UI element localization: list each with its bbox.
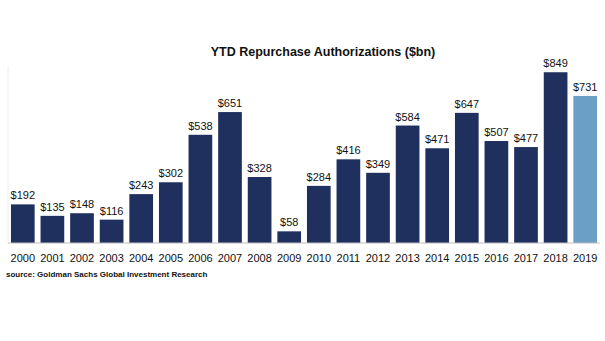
- bar: [70, 213, 94, 243]
- x-tick-label: 2019: [573, 252, 597, 264]
- x-tick-label: 2013: [395, 252, 419, 264]
- x-tick-label: 2014: [425, 252, 449, 264]
- bar: [277, 231, 301, 243]
- data-label: $416: [336, 144, 360, 156]
- data-label: $192: [11, 189, 35, 201]
- data-label: $116: [100, 205, 124, 217]
- data-label: $731: [573, 81, 597, 93]
- chart-container: YTD Repurchase Authorizations ($bn) $192 $…: [0, 0, 605, 341]
- x-tick-label: 2011: [337, 252, 361, 264]
- x-tick-label: 2003: [99, 252, 123, 264]
- bar: [218, 112, 242, 243]
- data-label: $243: [129, 179, 153, 191]
- bar: [11, 204, 35, 243]
- data-label: $507: [484, 126, 508, 138]
- data-label: $148: [70, 198, 94, 210]
- x-tick-label: 2017: [514, 252, 538, 264]
- title: YTD Repurchase Authorizations ($bn): [211, 45, 436, 59]
- bar: [396, 126, 420, 243]
- x-tick-label: 2001: [40, 252, 64, 264]
- data-label: $349: [366, 158, 390, 170]
- bar: [100, 220, 124, 243]
- data-label: $538: [188, 120, 212, 132]
- data-label: $135: [40, 201, 64, 213]
- data-label: $477: [514, 132, 538, 144]
- data-label: $284: [307, 171, 331, 183]
- bar: [129, 194, 153, 243]
- x-tick-label: 2000: [11, 252, 35, 264]
- data-label: $471: [425, 133, 449, 145]
- data-label: $647: [455, 98, 479, 110]
- bar: [425, 148, 449, 243]
- x-tick-label: 2004: [129, 252, 153, 264]
- y-axis-line: [8, 66, 9, 243]
- bar: [455, 113, 479, 243]
- x-tick-label: 2010: [307, 252, 331, 264]
- x-tick-label: 2002: [70, 252, 94, 264]
- bar: [189, 135, 213, 243]
- bar: [41, 216, 65, 243]
- data-label: $58: [280, 216, 298, 228]
- bar: [159, 182, 183, 243]
- bar: [485, 141, 509, 243]
- x-tick-label: 2016: [484, 252, 508, 264]
- bar: [337, 159, 361, 243]
- data-label: $584: [395, 111, 419, 123]
- bar: [544, 72, 568, 243]
- bar: [514, 147, 538, 243]
- bar: [573, 96, 597, 243]
- x-tick-label: 2015: [455, 252, 479, 264]
- bar: [248, 177, 272, 243]
- chart-svg: YTD Repurchase Authorizations ($bn) $192 $…: [0, 0, 605, 341]
- x-tick-label: 2009: [277, 252, 301, 264]
- x-axis-line: [8, 243, 600, 244]
- source-note: source: Goldman Sachs Global Investment …: [6, 270, 208, 279]
- x-tick-label: 2018: [543, 252, 567, 264]
- x-tick-label: 2008: [247, 252, 271, 264]
- x-tick-label: 2005: [159, 252, 183, 264]
- data-label: $328: [247, 162, 271, 174]
- data-label: $302: [159, 167, 183, 179]
- x-tick-label: 2006: [188, 252, 212, 264]
- data-label: $849: [543, 57, 567, 69]
- x-tick-label: 2007: [218, 252, 242, 264]
- data-label: $651: [218, 97, 242, 109]
- bar: [307, 186, 331, 243]
- bar: [366, 173, 390, 243]
- x-tick-label: 2012: [366, 252, 390, 264]
- bars: [11, 72, 597, 243]
